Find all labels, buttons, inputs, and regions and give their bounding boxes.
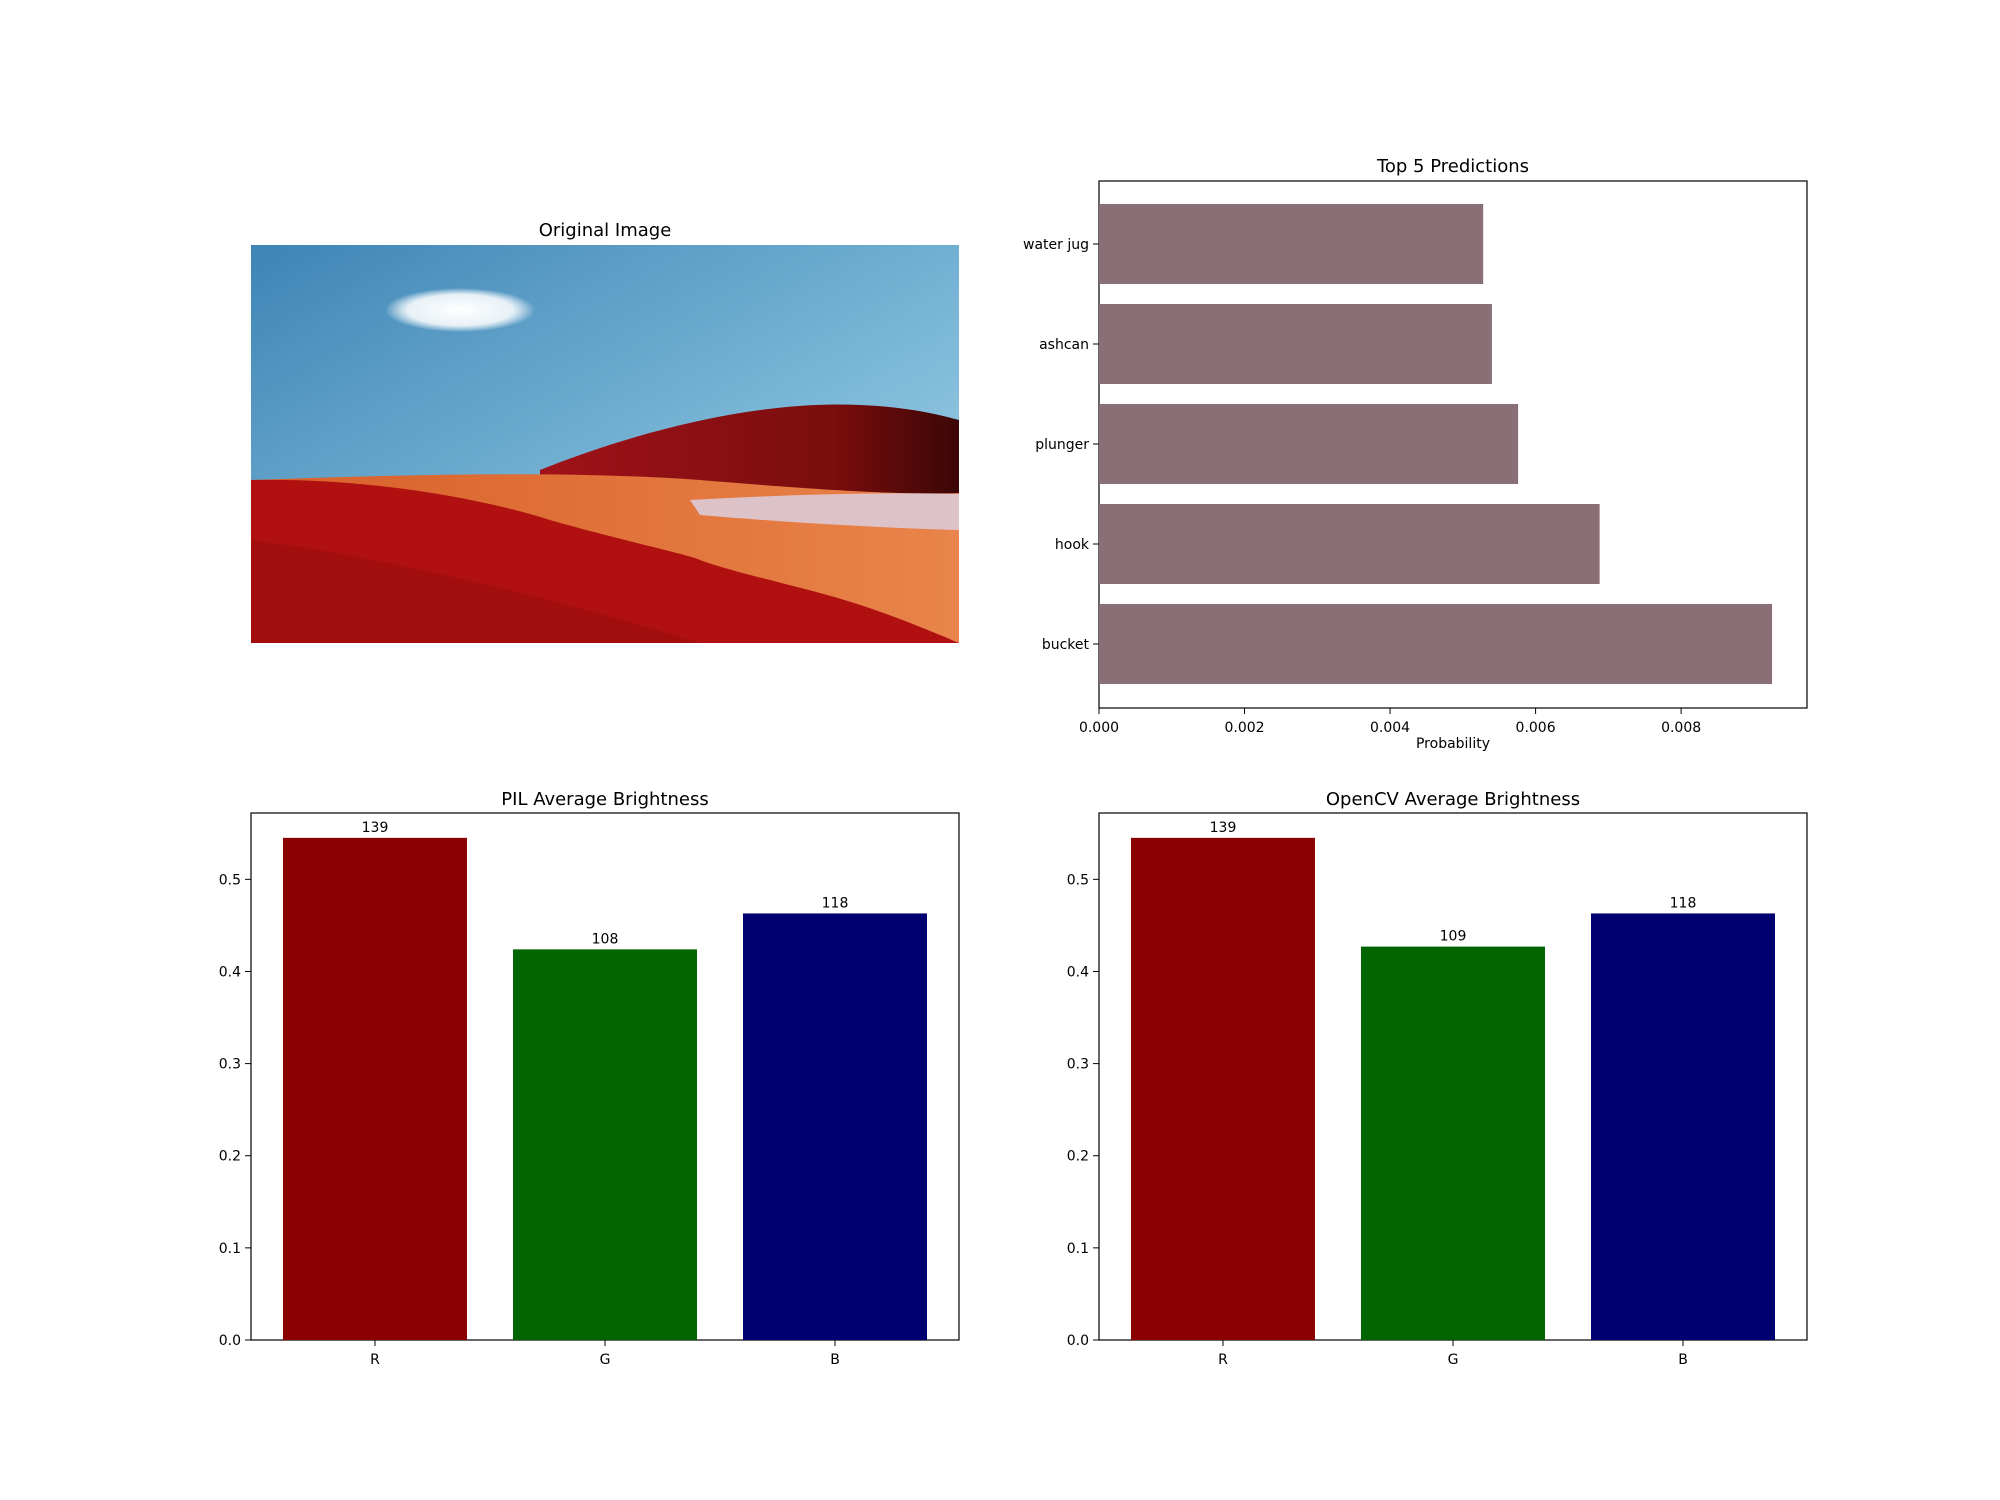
bar-R [283,837,467,1340]
bar-water-jug [1099,204,1484,284]
bar-ashcan [1099,304,1492,384]
y-tick-label: 0.4 [219,964,241,980]
y-tick-label: 0.5 [219,872,241,888]
bars: 139 108 118 [283,820,927,1340]
x-tick-label: R [1218,1352,1228,1368]
x-tick-label: 0.008 [1661,720,1701,736]
y-tick-label: 0.1 [1067,1241,1089,1257]
x-axis: 0.000 0.002 0.004 0.006 0.008 [1079,708,1701,736]
y-tick-label: hook [1055,537,1090,553]
x-tick-label: 0.000 [1079,720,1119,736]
x-tick-label: 0.006 [1516,720,1556,736]
panel-top-predictions: Top 5 Predictions 0.000 0.002 0.004 0.006 0.… [1023,156,1808,752]
bar-bucket [1099,604,1773,684]
data-label: 109 [1440,929,1467,945]
x-axis-label: Probability [1416,736,1490,752]
y-tick-label: water jug [1023,237,1089,253]
bar-hook [1099,504,1600,584]
x-tick-label: G [1448,1352,1459,1368]
y-tick-label: 0.1 [219,1241,241,1257]
data-label: 108 [592,931,619,947]
y-axis: 0.0 0.1 0.2 0.3 0.4 0.5 [1067,872,1099,1349]
panel-pil-brightness: PIL Average Brightness 139 108 118 R G B 0.0… [219,789,960,1368]
y-tick-label: 0.3 [1067,1057,1089,1073]
y-tick-label: 0.0 [1067,1333,1089,1349]
x-tick-label: B [1678,1352,1688,1368]
y-tick-label: 0.5 [1067,872,1089,888]
photo-cloud [385,288,535,332]
bar-G [1361,946,1545,1340]
bar-B [1591,913,1775,1340]
y-tick-label: ashcan [1039,337,1089,353]
y-tick-label: 0.0 [219,1333,241,1349]
bar-G [513,949,697,1340]
y-tick-label: 0.4 [1067,964,1089,980]
data-label: 139 [1210,820,1237,836]
bar-plunger [1099,404,1519,484]
y-tick-label: plunger [1035,437,1089,453]
panel-title: Original Image [539,220,672,241]
x-tick-label: R [370,1352,380,1368]
data-label: 139 [362,820,389,836]
y-tick-label: bucket [1042,637,1090,653]
bar-B [743,913,927,1340]
y-tick-label: 0.2 [219,1149,241,1165]
y-tick-label: 0.2 [1067,1149,1089,1165]
y-axis: bucket hook plunger ashcan water jug [1023,237,1099,653]
photo [251,245,959,643]
photo-field-pale [690,493,959,530]
bars [1099,204,1773,684]
panel-title: PIL Average Brightness [501,789,708,810]
y-tick-label: 0.3 [219,1057,241,1073]
panel-original-image: Original Image [251,220,959,643]
panel-title: OpenCV Average Brightness [1326,789,1580,810]
x-tick-label: G [600,1352,611,1368]
photo-field-shadow [251,540,700,643]
y-axis: 0.0 0.1 0.2 0.3 0.4 0.5 [219,872,251,1349]
photo-hill [540,404,959,500]
bar-R [1131,837,1315,1340]
panel-title: Top 5 Predictions [1376,156,1529,177]
data-label: 118 [1670,895,1697,911]
x-tick-label: 0.004 [1370,720,1410,736]
x-tick-label: B [830,1352,840,1368]
x-tick-label: 0.002 [1224,720,1264,736]
data-label: 118 [822,895,849,911]
bars: 139 109 118 [1131,820,1775,1340]
